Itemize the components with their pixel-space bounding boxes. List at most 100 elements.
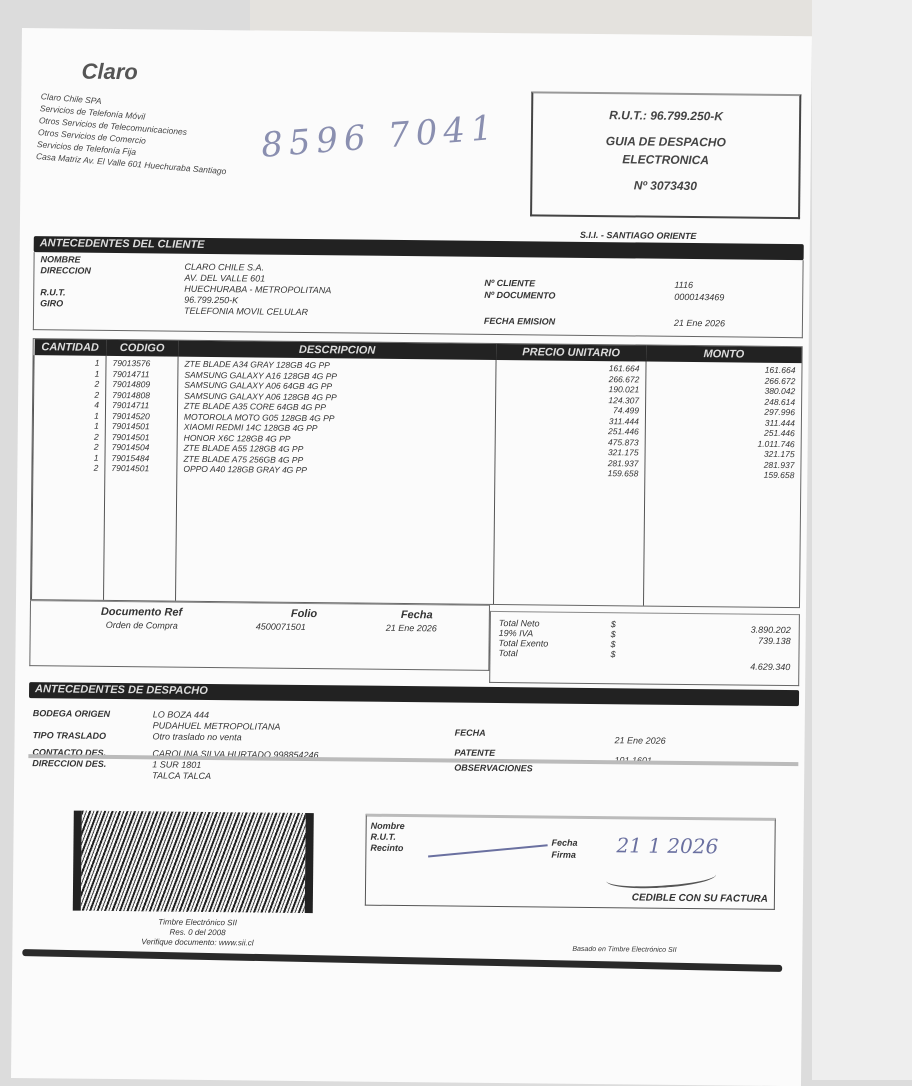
currency: $	[610, 639, 616, 650]
item-code: 79014501	[111, 420, 150, 432]
item-qty: 2	[93, 462, 99, 473]
item-code: 79014504	[111, 441, 150, 453]
label: Nombre	[370, 820, 405, 832]
doc-number: Nº 3073430	[633, 178, 698, 194]
client-right-values: 1116 0000143469 21 Ene 2026	[674, 279, 726, 330]
total-label: Total Neto	[498, 618, 540, 629]
handwritten-name-signature	[425, 816, 548, 858]
electronic-stamp-barcode	[72, 810, 314, 914]
background-sheet	[812, 0, 912, 1080]
currency-column: $ $ $ $	[610, 619, 615, 659]
receipt-labels: Nombre R.U.T. Recinto	[370, 821, 404, 854]
dispatch-values-left: LO BOZA 444 PUDAHUEL METROPOLITANA Otro …	[152, 709, 319, 783]
stamp-caption: Timbre Electrónico SII Res. 0 del 2008 V…	[122, 917, 272, 949]
doc-type-line: GUIA DE DESPACHO	[605, 134, 726, 150]
ref-header: Documento Ref	[100, 605, 183, 619]
item-code: 79014809	[112, 378, 151, 390]
signature	[605, 864, 717, 891]
receipt-date-labels: Fecha Firma	[551, 837, 577, 861]
label: Recinto	[370, 842, 404, 854]
label: TIPO TRASLADO	[32, 730, 107, 741]
item-qty: 1	[94, 420, 99, 431]
item-qty: 2	[93, 441, 99, 452]
divider	[28, 754, 799, 767]
label: Firma	[551, 849, 576, 860]
value: TELEFONIA MOVIL CELULAR	[183, 305, 309, 318]
ref-folio: 4500071501	[255, 621, 306, 633]
section-title: ANTECEDENTES DE DESPACHO	[35, 683, 208, 697]
item-code: 79014501	[111, 431, 150, 442]
item-code: 79014520	[111, 410, 150, 421]
dispatch-guide-document: Claro Claro Chile SPA Servicios de Telef…	[11, 28, 812, 1086]
amount-col: 161.664 266.672 380.042 248.614 297.996 311.4…	[643, 361, 802, 608]
label: NOMBRE	[40, 254, 81, 265]
item-code: 79013576	[112, 357, 151, 369]
total-iva: 739.138	[758, 635, 791, 647]
sii-office: S.I.I. - SANTIAGO ORIENTE	[579, 229, 697, 242]
item-qty: 2	[93, 431, 99, 442]
label: Fecha	[551, 837, 578, 848]
label: DIRECCION DES.	[32, 758, 107, 769]
document-id-box: R.U.T.: 96.799.250-K GUIA DE DESPACHO ELE…	[530, 91, 802, 220]
footer-note: Basado en Timbre Electrónico SII	[572, 945, 677, 954]
ref-header: Folio	[290, 607, 318, 621]
ref-date: 21 Ene 2026	[385, 622, 437, 634]
item-code: 79014711	[112, 399, 150, 411]
item-description: OPPO A40 128GB GRAY 4G PP	[183, 463, 308, 476]
item-amount: 159.658	[763, 469, 795, 481]
value: Otro traslado no venta	[152, 731, 242, 743]
total-label: 19% IVA	[498, 628, 534, 639]
item-code: 79014501	[111, 462, 150, 474]
col-header: CANTIDAD	[34, 339, 107, 356]
currency: $	[610, 629, 616, 640]
caption-line: Verifique documento: www.sii.cl	[141, 937, 254, 948]
total-label: Total	[498, 648, 518, 659]
label: DIRECCION	[40, 265, 92, 276]
dispatch-section-header: ANTECEDENTES DE DESPACHO	[28, 682, 800, 707]
item-qty: 4	[94, 399, 100, 410]
item-code: 79015484	[111, 452, 150, 463]
handwritten-date: 21 1 2026	[616, 833, 719, 859]
value: 21 Ene 2026	[614, 735, 666, 746]
price-col: 161.664 266.672 190.021 124.307 74.499 311.44…	[493, 359, 647, 606]
handwritten-number: 8596 7041	[259, 107, 500, 166]
label: FECHA	[454, 727, 486, 738]
value: 1116	[674, 279, 694, 291]
label: R.U.T.	[370, 831, 396, 842]
dispatch-labels-left: BODEGA ORIGEN TIPO TRASLADO CONTACTO DES…	[32, 708, 110, 770]
doc-type: GUIA DE DESPACHO ELECTRONICA	[533, 131, 799, 170]
total: 4.629.340	[750, 661, 791, 673]
doc-type-line: ELECTRONICA	[622, 152, 710, 168]
reference-box: Documento Ref Folio Fecha Orden de Compr…	[29, 600, 490, 671]
rut: R.U.T.: 96.799.250-K	[609, 108, 724, 124]
total-exento	[750, 647, 790, 658]
col-header: CODIGO	[106, 339, 179, 357]
totals-values: 3.890.202 739.138 4.629.340	[750, 625, 791, 673]
client-section: NOMBRE DIRECCION R.U.T. GIRO CLARO CHILE…	[32, 252, 804, 339]
section-title: ANTECEDENTES DEL CLIENTE	[39, 237, 205, 251]
currency: $	[610, 649, 616, 660]
ref-doc: Orden de Compra	[105, 619, 178, 631]
code-col: 79013576 79014711 79014809 79014808 79014711…	[103, 355, 179, 601]
company-info: Claro Chile SPA Servicios de Telefonía M…	[36, 90, 232, 177]
client-values: CLARO CHILE S.A. AV. DEL VALLE 601 HUECH…	[184, 262, 332, 319]
item-qty: 2	[94, 389, 100, 400]
col-header: MONTO	[646, 345, 802, 364]
totals-labels: Total Neto 19% IVA Total Exento Total	[498, 618, 548, 659]
item-qty: 2	[94, 378, 100, 389]
ref-header: Fecha	[400, 609, 433, 622]
item-unit-price: 159.658	[607, 468, 639, 479]
client-labels: NOMBRE DIRECCION R.U.T. GIRO	[40, 254, 91, 310]
item-code: 79014808	[112, 389, 151, 400]
item-code: 79014711	[112, 368, 150, 379]
receipt-box: Nombre R.U.T. Recinto Fecha Firma 21 1 2…	[364, 813, 776, 910]
dispatch-labels-right: FECHA PATENTE OBSERVACIONES	[454, 723, 533, 774]
cedible-label: CEDIBLE CON SU FACTURA	[631, 892, 768, 905]
total-neto: 3.890.202	[750, 624, 791, 636]
value: 21 Ene 2026	[673, 317, 726, 329]
label: R.U.T.	[40, 287, 66, 298]
currency: $	[610, 619, 616, 630]
label: Nº CLIENTE	[484, 277, 536, 289]
